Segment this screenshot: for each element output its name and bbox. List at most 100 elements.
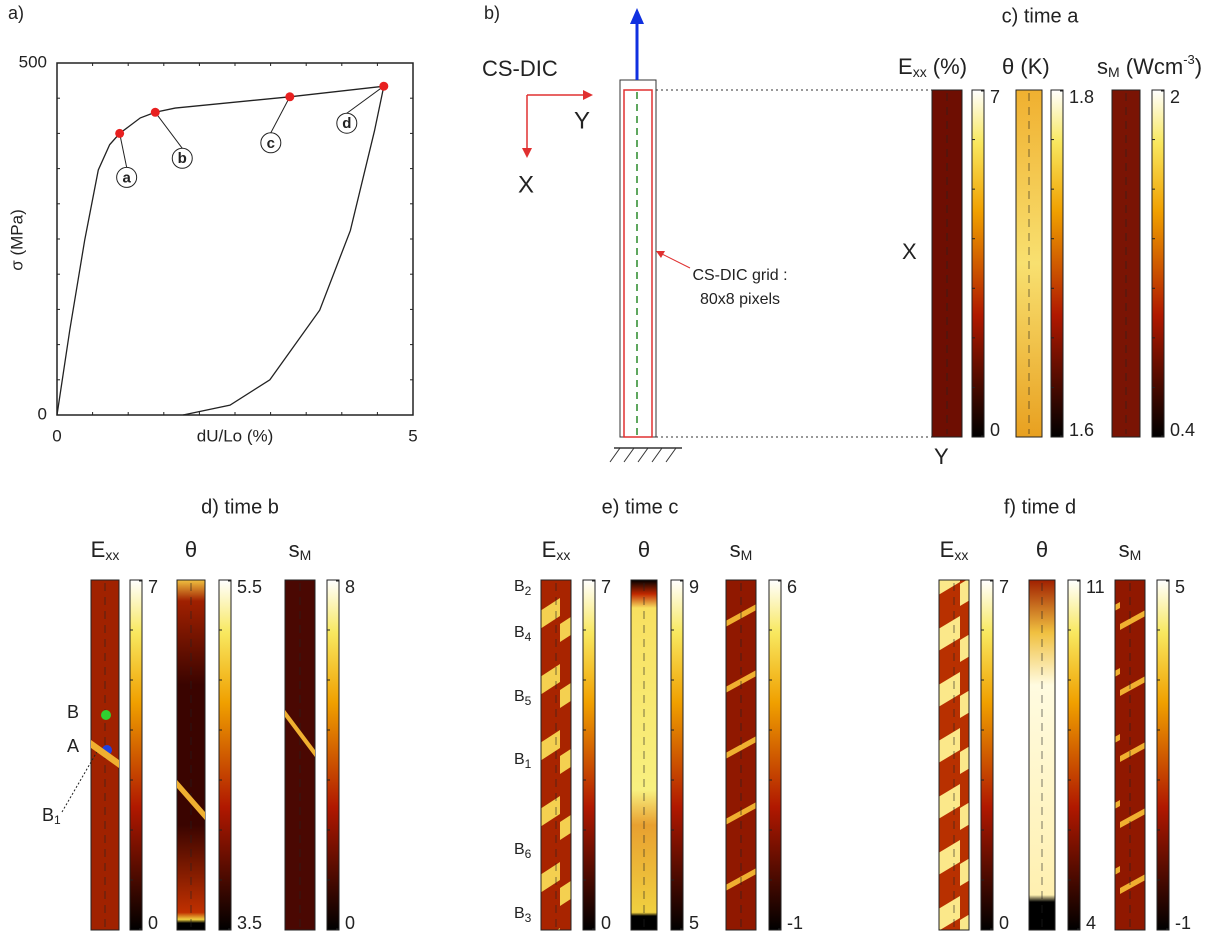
colorbar-max-label: 7 bbox=[148, 577, 158, 597]
colorbar bbox=[326, 579, 340, 931]
band-main: A bbox=[67, 736, 79, 756]
dic-grid bbox=[623, 89, 653, 438]
label-ring bbox=[260, 132, 282, 154]
ground-hatch bbox=[609, 447, 677, 463]
band-main: B bbox=[514, 624, 525, 641]
label-ring bbox=[336, 112, 358, 134]
field-symbol: θ bbox=[185, 537, 197, 562]
field-symbol: s bbox=[289, 537, 300, 562]
axis-label: Y bbox=[574, 107, 590, 134]
point bbox=[150, 107, 160, 117]
leader bbox=[119, 133, 128, 168]
field-symbol: s bbox=[730, 537, 741, 562]
panel-title: e) time c bbox=[602, 496, 679, 518]
colorbar-min-label: 0 bbox=[345, 913, 355, 933]
field-unit: (%) bbox=[927, 54, 967, 79]
y-tick-label: 500 bbox=[19, 52, 47, 71]
field-header: θ bbox=[638, 537, 650, 562]
band-label: B5 bbox=[514, 688, 532, 708]
colorbar bbox=[218, 579, 232, 931]
leader bbox=[270, 96, 291, 134]
grid-note: 80x8 pixels bbox=[700, 291, 780, 308]
shear-band bbox=[177, 780, 205, 820]
panel-title: d) time b bbox=[201, 496, 279, 518]
band-label: B2 bbox=[514, 578, 532, 598]
curve bbox=[182, 86, 385, 416]
field-unit: (K) bbox=[1014, 54, 1049, 79]
field-symbol: θ bbox=[1036, 537, 1048, 562]
colorbar-min-label: 4 bbox=[1086, 913, 1096, 933]
colorbar bbox=[1151, 89, 1165, 438]
band-label: A bbox=[67, 736, 79, 756]
unit-superscript: -3 bbox=[1183, 52, 1195, 67]
panel-label: b) bbox=[484, 3, 500, 23]
band-label: B3 bbox=[514, 905, 532, 925]
load-arrowhead bbox=[630, 8, 644, 24]
field-symbol: θ bbox=[638, 537, 650, 562]
field-subscript: M bbox=[300, 547, 312, 563]
colorbar-max-label: 2 bbox=[1170, 87, 1180, 107]
point bbox=[285, 92, 295, 102]
band-main: B bbox=[514, 751, 525, 768]
colorbar bbox=[582, 579, 596, 931]
note-arrow bbox=[657, 251, 691, 269]
band-label: B1 bbox=[42, 805, 61, 827]
colorbar-max-label: 9 bbox=[689, 577, 699, 597]
field-symbol: s bbox=[1097, 54, 1108, 79]
band-main: B bbox=[514, 688, 525, 705]
colorbar-max-label: 7 bbox=[990, 87, 1000, 107]
field-subscript: M bbox=[741, 547, 753, 563]
colorbar-min-label: 0 bbox=[990, 420, 1000, 440]
shear-band bbox=[285, 710, 315, 757]
arrowhead bbox=[583, 90, 593, 100]
point-label: c bbox=[267, 135, 275, 152]
colorbar-min-label: 0 bbox=[148, 913, 158, 933]
x-tick-label: 0 bbox=[52, 426, 61, 445]
field-symbol: E bbox=[940, 537, 955, 562]
panel-title: c) time a bbox=[1002, 5, 1080, 27]
arrowhead bbox=[522, 148, 532, 158]
band-main: B bbox=[514, 841, 525, 858]
colorbar bbox=[980, 579, 994, 931]
leader bbox=[154, 111, 183, 149]
colorbar-max-label: 5 bbox=[1175, 577, 1185, 597]
field-symbol: E bbox=[91, 537, 106, 562]
field-subscript: xx bbox=[954, 547, 968, 563]
field-header: sM (Wcm-3) bbox=[1097, 52, 1202, 79]
field-symbol: s bbox=[1119, 537, 1130, 562]
colorbar bbox=[1067, 579, 1081, 931]
point-label: a bbox=[122, 169, 131, 186]
colorbar bbox=[768, 579, 782, 931]
field-subscript: M bbox=[1130, 547, 1142, 563]
band-main: B bbox=[514, 905, 525, 922]
colorbar bbox=[971, 89, 985, 438]
colorbar-min-label: -1 bbox=[787, 913, 803, 933]
field-symbol: E bbox=[898, 54, 913, 79]
frame-label: CS-DIC bbox=[482, 56, 558, 81]
band-label: B4 bbox=[514, 624, 532, 644]
label-ring bbox=[171, 147, 193, 169]
colorbar-max-label: 1.8 bbox=[1069, 87, 1094, 107]
field-subscript: xx bbox=[105, 547, 119, 563]
band-subscript: 1 bbox=[54, 813, 61, 827]
label-ring bbox=[116, 166, 138, 188]
field-header: θ bbox=[1036, 537, 1048, 562]
axis-label: X bbox=[518, 171, 534, 198]
axis-label: X bbox=[902, 239, 917, 264]
colorbar-min-label: 0 bbox=[601, 913, 611, 933]
panel-title: f) time d bbox=[1004, 496, 1076, 518]
field-unit: (Wcm bbox=[1120, 54, 1184, 79]
band-label: B1 bbox=[514, 751, 532, 771]
band-subscript: 6 bbox=[525, 847, 532, 861]
colorbar bbox=[1050, 89, 1064, 438]
field-header: sM bbox=[289, 537, 312, 563]
axis-label: Y bbox=[934, 444, 949, 469]
field-map bbox=[931, 89, 963, 438]
colorbar-max-label: 5.5 bbox=[237, 577, 262, 597]
y-tick-label: 0 bbox=[38, 404, 47, 423]
grid-note: CS-DIC grid : bbox=[692, 267, 787, 284]
field-subscript: xx bbox=[556, 547, 570, 563]
arrowhead bbox=[656, 251, 665, 258]
band-subscript: 2 bbox=[525, 584, 532, 598]
